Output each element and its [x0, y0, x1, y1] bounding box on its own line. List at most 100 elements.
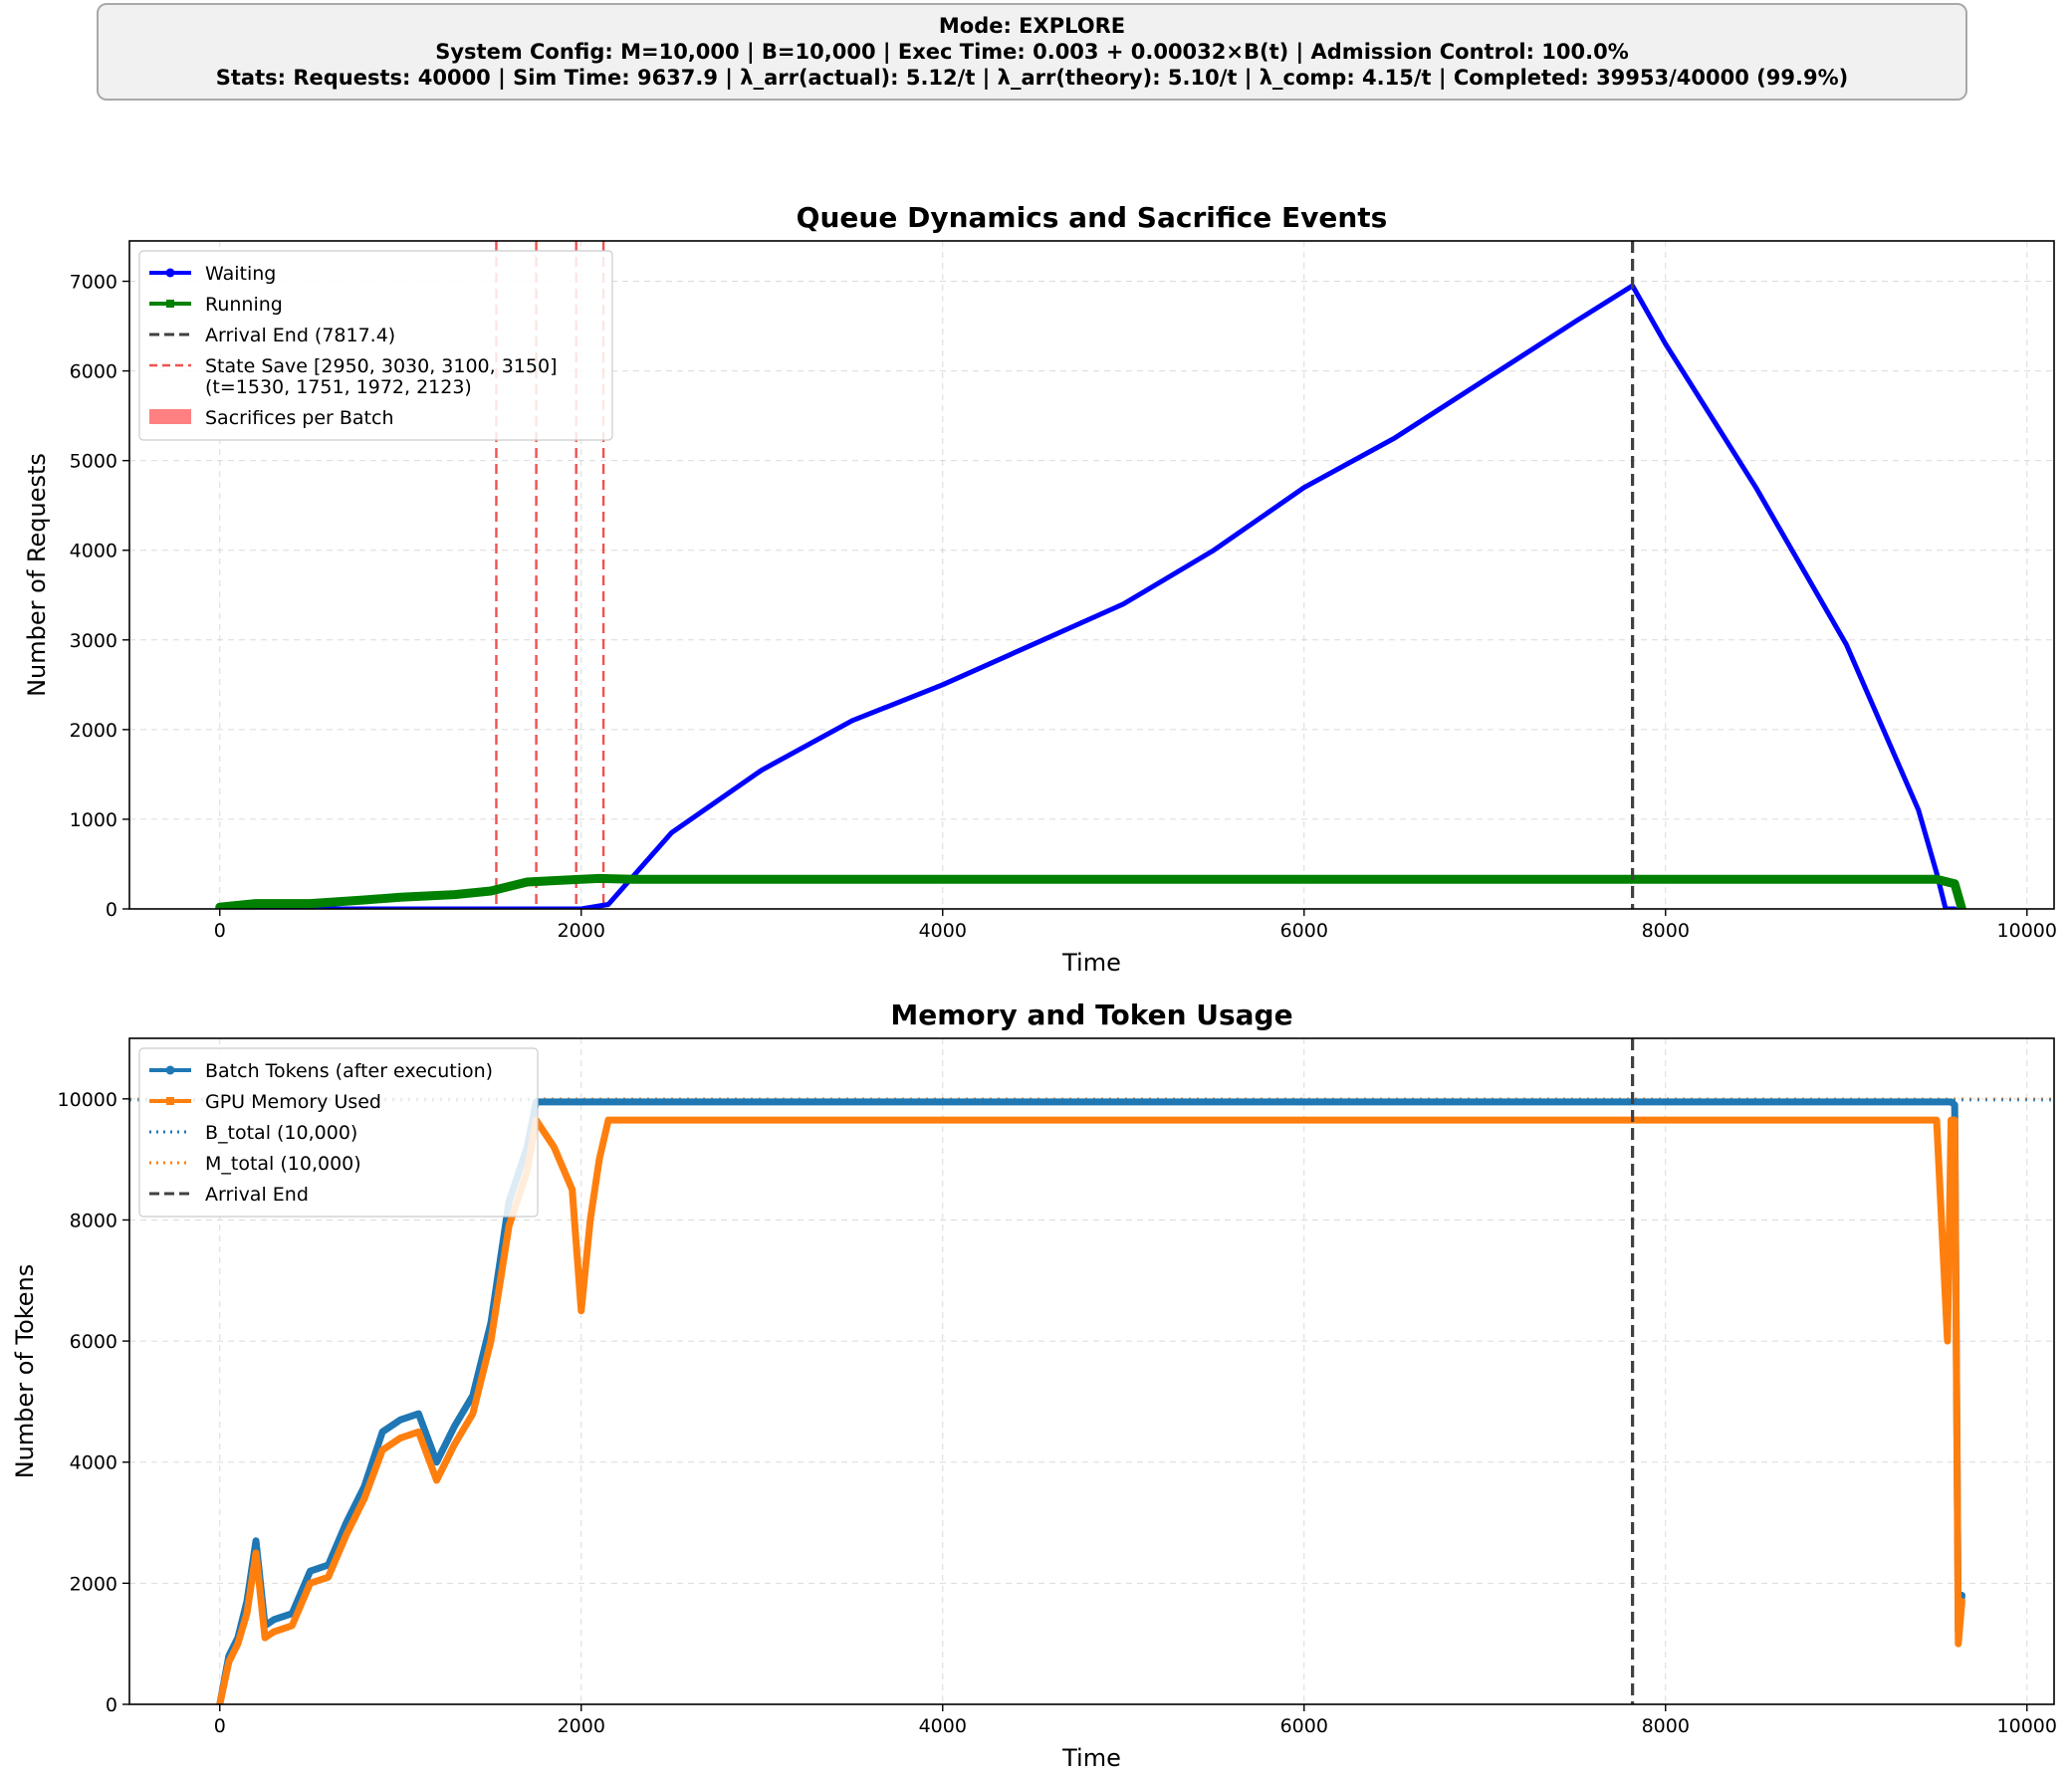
legend-swatch	[149, 409, 191, 424]
chart-panel-1: 0 2000 4000 6000 8000 10000 0 1000 2000 3000 4000 5…	[23, 201, 2057, 977]
y-tick-label: 4000	[70, 541, 117, 562]
series-point-batch-tokens-after-execution	[433, 1458, 440, 1465]
series-point-batch-tokens-after-execution	[415, 1410, 422, 1418]
series-point-gpu-memory-used	[1944, 1337, 1952, 1345]
header-mode: Mode: EXPLORE	[938, 14, 1126, 38]
series-point-gpu-memory-used	[307, 1580, 314, 1587]
x-tick-label: 6000	[1280, 1715, 1328, 1737]
series-point-batch-tokens-after-execution	[252, 1537, 260, 1544]
legend-label-m-total-10-000: M_total (10,000)	[205, 1153, 361, 1175]
series-point-batch-tokens-after-execution	[397, 1417, 404, 1424]
y-tick-label: 2000	[70, 720, 117, 742]
x-tick-label: 4000	[919, 920, 967, 942]
series-point-batch-tokens-after-execution	[577, 1098, 584, 1106]
legend-label-b-total-10-000: B_total (10,000)	[205, 1122, 357, 1144]
series-point-gpu-memory-used	[595, 1156, 603, 1163]
series-point-gpu-memory-used	[343, 1531, 349, 1538]
x-tick-label: 10000	[1997, 920, 2057, 942]
legend-box	[138, 250, 613, 441]
series-point-batch-tokens-after-execution	[586, 1098, 593, 1106]
series-point-waiting	[1121, 601, 1126, 607]
series-point-batch-tokens-after-execution	[1300, 1098, 1307, 1106]
series-point-waiting	[1572, 319, 1578, 325]
series-point-gpu-memory-used	[252, 1549, 260, 1557]
series-point-running	[594, 874, 603, 883]
x-tick-label: 8000	[1642, 920, 1690, 942]
x-axis-label: Time	[1061, 949, 1121, 977]
legend-marker	[165, 268, 175, 278]
series-point-batch-tokens-after-execution	[451, 1423, 458, 1430]
series-point-waiting	[1031, 642, 1036, 647]
series-point-batch-tokens-after-execution	[271, 1616, 278, 1624]
legend-label-gpu-memory-used: GPU Memory Used	[205, 1091, 381, 1113]
y-tick-label: 6000	[70, 1331, 117, 1353]
legend-label-sacrifices-per-batch: Sacrifices per Batch	[205, 407, 394, 429]
series-point-batch-tokens-after-execution	[604, 1098, 612, 1106]
series-point-gpu-memory-used	[360, 1495, 368, 1502]
series-point-waiting	[1211, 548, 1217, 553]
legend-box	[138, 1047, 539, 1218]
series-point-waiting	[1916, 807, 1922, 813]
series-point-waiting	[1483, 377, 1488, 382]
x-tick-label: 2000	[558, 1715, 605, 1737]
header-stats: Stats: Requests: 40000 | Sim Time: 9637.…	[215, 66, 1849, 90]
series-point-running	[1661, 875, 1670, 884]
series-point-waiting	[940, 682, 946, 688]
y-tick-label: 10000	[58, 1089, 117, 1111]
x-tick-label: 0	[214, 920, 226, 942]
series-point-running	[450, 890, 459, 899]
series-point-gpu-memory-used	[487, 1337, 495, 1345]
header-box: Mode: EXPLORE System Config: M=10,000 | …	[97, 3, 1967, 101]
y-tick-label: 6000	[70, 361, 117, 383]
legend-label-arrival-end-7817-4: Arrival End (7817.4)	[205, 325, 395, 346]
legend: Waiting Running Arrival End (7817.4) State …	[138, 250, 613, 441]
series-point-running	[486, 886, 496, 896]
series-point-gpu-memory-used	[1662, 1116, 1669, 1124]
series-point-gpu-memory-used	[415, 1429, 422, 1436]
series-point-gpu-memory-used	[569, 1186, 576, 1194]
series-point-gpu-memory-used	[613, 1116, 621, 1124]
series-point-batch-tokens-after-execution	[595, 1098, 603, 1106]
y-tick-label: 2000	[70, 1573, 117, 1595]
series-point-waiting	[1844, 642, 1849, 647]
series-point-waiting	[760, 768, 765, 773]
series-point-running	[1299, 875, 1308, 884]
series-point-gpu-memory-used	[1952, 1116, 1958, 1124]
series-point-batch-tokens-after-execution	[378, 1429, 386, 1436]
series-point-running	[631, 875, 640, 884]
series-point-gpu-memory-used	[506, 1223, 513, 1229]
series-point-running	[1932, 875, 1942, 884]
x-tick-label: 0	[214, 1715, 226, 1737]
y-tick-label: 8000	[70, 1210, 117, 1231]
series-point-gpu-memory-used	[234, 1641, 242, 1648]
legend-marker	[165, 1065, 175, 1075]
series-point-running	[252, 899, 261, 908]
plot-area	[129, 1038, 2054, 1704]
legend-label-running: Running	[205, 294, 283, 316]
y-tick-label: 0	[106, 1694, 117, 1716]
series-point-running	[938, 875, 947, 884]
series-point-waiting	[1392, 435, 1397, 441]
series-point-gpu-memory-used	[586, 1217, 593, 1223]
series-point-gpu-memory-used	[378, 1446, 386, 1453]
series-point-batch-tokens-after-execution	[307, 1568, 314, 1575]
series-point-waiting	[1753, 485, 1758, 490]
series-point-running	[1951, 879, 1959, 888]
series-point-gpu-memory-used	[1958, 1598, 1965, 1605]
plot-frame	[128, 240, 2055, 910]
series-point-gpu-memory-used	[261, 1634, 269, 1642]
series-line-gpu-memory-used	[216, 1116, 1965, 1704]
y-tick-label: 1000	[70, 809, 117, 831]
y-tick-label: 5000	[70, 451, 117, 473]
series-point-gpu-memory-used	[397, 1435, 404, 1442]
series-point-gpu-memory-used	[433, 1476, 440, 1484]
series-point-running	[359, 895, 369, 905]
chart-panel-2: 0 2000 4000 6000 8000 10000 0 2000 4000 6000 8000 1…	[11, 999, 2057, 1772]
series-point-gpu-memory-used	[551, 1144, 558, 1151]
legend-marker	[166, 300, 174, 308]
chart-title: Queue Dynamics and Sacrifice Events	[797, 201, 1388, 234]
legend-label-arrival-end: Arrival End	[205, 1184, 309, 1206]
series-point-running	[396, 893, 405, 902]
